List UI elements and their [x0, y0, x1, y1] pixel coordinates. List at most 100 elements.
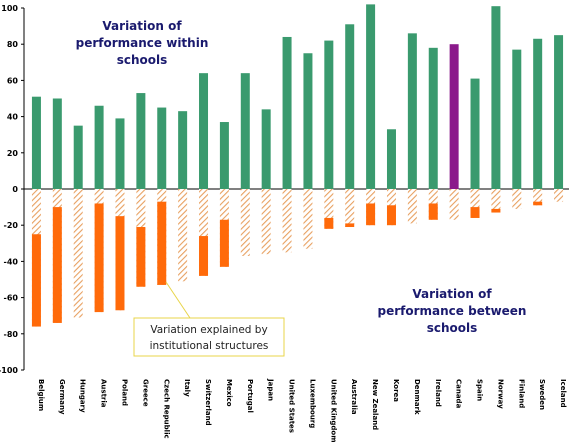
bar-between — [512, 189, 522, 209]
bar-explained — [52, 207, 62, 323]
bar-within — [554, 35, 564, 190]
bar-within — [533, 38, 543, 189]
bar-between — [449, 189, 459, 220]
callout-box — [133, 317, 285, 357]
category-label: Austria — [100, 379, 108, 408]
bar-explained — [428, 203, 438, 220]
bar-between — [554, 189, 564, 202]
category-label: Luxembourg — [308, 379, 316, 428]
bar-explained — [324, 217, 334, 229]
bar-within — [366, 4, 376, 189]
bar-between — [199, 189, 209, 276]
bar-within — [178, 111, 188, 189]
bar-explained — [366, 203, 376, 226]
bar-explained — [470, 207, 480, 218]
bar-within — [31, 96, 41, 189]
category-label: Italy — [183, 379, 191, 397]
bar-within — [470, 78, 480, 189]
bar-between — [470, 189, 480, 218]
category-label: Japan — [267, 378, 275, 401]
bar-within — [52, 98, 62, 189]
category-label: Canada — [455, 379, 463, 409]
y-tick-label: -60 — [4, 294, 19, 303]
category-label: Finland — [517, 379, 525, 408]
category-label: Ireland — [434, 379, 442, 407]
category-label: Hungary — [79, 379, 87, 413]
bar-between — [303, 189, 313, 249]
bar-between — [178, 189, 188, 282]
y-tick-label: 60 — [7, 76, 19, 85]
bar-explained — [115, 216, 125, 311]
bar-within — [282, 36, 292, 190]
between-annotation-line-1: Variation of — [412, 287, 492, 301]
category-label: Belgium — [37, 379, 45, 411]
bar-within — [428, 47, 438, 189]
category-label: Greece — [141, 379, 149, 407]
category-label: United Kingdom — [329, 379, 337, 443]
category-label: Switzerland — [204, 379, 212, 426]
y-tick-label: -40 — [4, 257, 19, 266]
bar-within — [345, 24, 355, 189]
bar-within — [240, 73, 250, 189]
between-annotation-line-2: performance between — [378, 304, 527, 318]
category-label: Mexico — [225, 379, 233, 407]
bar-explained — [533, 201, 543, 206]
bar-explained — [94, 203, 104, 313]
bar-within — [73, 125, 83, 189]
bar-explained — [136, 227, 146, 287]
bar-within — [261, 109, 271, 189]
category-label: New Zealand — [371, 379, 379, 430]
bar-within — [512, 49, 522, 189]
bar-within — [303, 53, 313, 189]
bar-within — [136, 93, 146, 189]
category-label: Iceland — [559, 379, 567, 408]
within-annotation-line-2: performance within — [76, 36, 209, 50]
bar-between — [73, 189, 83, 318]
bar-explained — [386, 205, 396, 226]
bar-within — [407, 33, 417, 190]
y-tick-label: 0 — [12, 185, 18, 194]
bar-explained — [199, 236, 209, 276]
bar-explained — [345, 223, 355, 228]
category-label: Norway — [496, 379, 504, 409]
y-tick-label: -20 — [4, 221, 19, 230]
bar-within — [219, 122, 229, 189]
y-tick-label: 20 — [7, 149, 19, 158]
category-label: United States — [288, 379, 296, 433]
category-label: Australia — [350, 379, 358, 415]
category-label: Denmark — [413, 379, 421, 415]
bar-explained — [157, 201, 167, 285]
y-tick-label: -100 — [0, 366, 18, 375]
bar-between — [324, 189, 334, 229]
y-tick-label: 100 — [1, 4, 18, 13]
within-annotation-line-1: Variation of — [102, 19, 182, 33]
category-label: Sweden — [538, 379, 546, 410]
bar-explained — [31, 234, 41, 327]
bar-between — [491, 189, 501, 213]
category-label: Spain — [476, 379, 484, 401]
bar-within — [94, 105, 104, 189]
y-tick-label: 40 — [7, 113, 19, 122]
callout-leader — [165, 281, 191, 319]
bar-within — [199, 73, 209, 189]
callout-line-1: Variation explained by — [150, 324, 267, 336]
y-tick-label: 80 — [7, 40, 19, 49]
bar-between — [282, 189, 292, 253]
bar-explained — [219, 219, 229, 267]
bar-between — [533, 189, 543, 206]
bar-within — [324, 40, 334, 189]
y-axis: 100 80 60 40 20 0 -20 -40 -60 -80 -100 — [0, 4, 569, 375]
bar-within — [449, 44, 459, 190]
category-label: Korea — [392, 379, 400, 402]
bar-between — [240, 189, 250, 256]
bar-within — [115, 118, 125, 189]
bar-within — [157, 107, 167, 189]
category-labels: Belgium Germany Hungary Austria Poland Greece… — [37, 378, 567, 443]
category-label: Portugal — [246, 379, 254, 413]
bar-between — [261, 189, 271, 255]
category-label: Czech Republic — [162, 379, 170, 439]
category-label: Germany — [58, 379, 66, 415]
bars — [31, 4, 564, 327]
bar-within — [386, 129, 396, 189]
